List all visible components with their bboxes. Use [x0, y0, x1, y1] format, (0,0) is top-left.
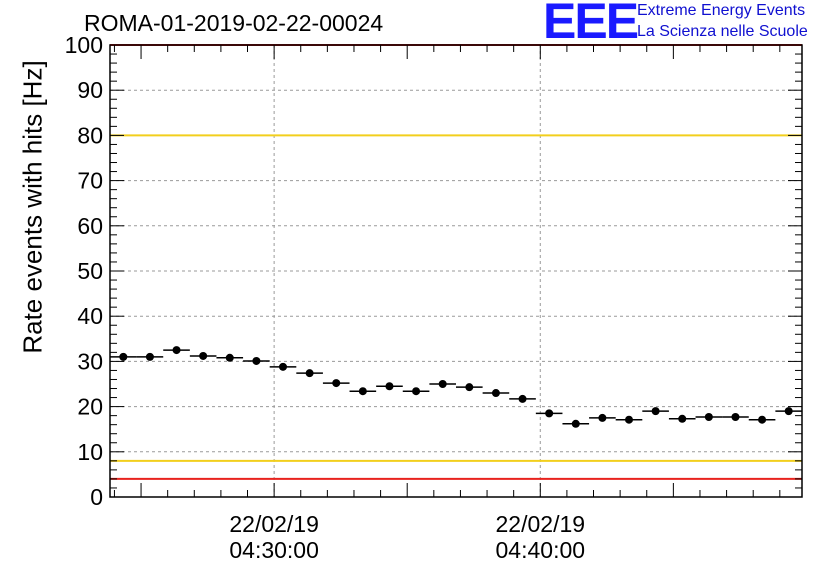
y-tick-label: 0 [90, 484, 103, 510]
data-point [465, 383, 474, 392]
y-tick-label: 70 [77, 168, 103, 194]
y-tick-label: 30 [77, 348, 103, 374]
x-tick-label-time: 04:30:00 [229, 537, 319, 563]
data-point [598, 413, 607, 422]
data-point [385, 382, 394, 391]
data-point [784, 407, 793, 416]
y-tick-label: 80 [77, 122, 103, 148]
data-point [332, 379, 341, 388]
logo-line-1: Extreme Energy Events [637, 2, 806, 19]
data-point [545, 409, 554, 418]
data-point [678, 414, 687, 423]
y-tick-label: 10 [77, 439, 103, 465]
data-point [731, 412, 740, 421]
data-point [571, 419, 580, 428]
y-tick-label: 100 [65, 32, 103, 58]
data-point [651, 407, 660, 416]
chart-title: ROMA-01-2019-02-22-00024 [84, 10, 384, 36]
x-tick-label-date: 22/02/19 [496, 511, 586, 537]
data-point [412, 387, 421, 396]
data-point [758, 415, 767, 424]
data-point [491, 389, 500, 398]
eee-logo: EEE Extreme Energy Events La Scienza nel… [543, 0, 836, 48]
y-axis-label: Rate events with hits [Hz] [17, 60, 48, 354]
y-tick-label: 60 [77, 213, 103, 239]
data-point [252, 356, 261, 365]
data-point [172, 346, 181, 355]
logo-line-2: La Scienza nelle Scuole [637, 23, 808, 40]
y-tick-label: 20 [77, 394, 103, 420]
y-tick-label: 90 [77, 77, 103, 103]
data-point [704, 412, 713, 421]
data-point [305, 369, 314, 378]
data-point [625, 415, 633, 424]
data-point [225, 353, 234, 362]
x-tick-label-date: 22/02/19 [229, 511, 319, 537]
data-point [199, 351, 208, 360]
y-tick-label: 50 [77, 258, 103, 284]
data-point [518, 394, 527, 403]
data-point [438, 380, 447, 388]
x-tick-label-time: 04:40:00 [496, 537, 586, 563]
eee-logo-mark: EEE [543, 0, 639, 49]
data-point [279, 362, 287, 371]
y-tick-label: 40 [77, 303, 103, 329]
data-point [358, 387, 367, 396]
data-point [145, 352, 154, 361]
data-point [119, 352, 128, 361]
